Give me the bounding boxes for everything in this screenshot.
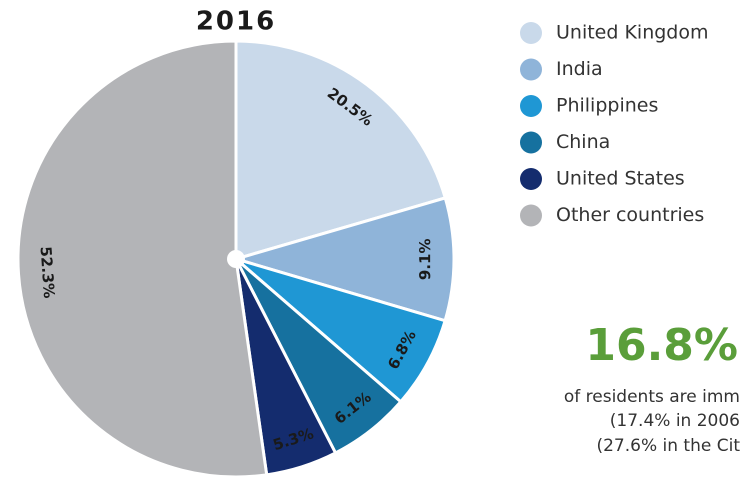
headline: 16.8% [585,320,738,371]
legend-label: United States [556,168,685,190]
legend-swatch [520,95,542,117]
pie-slice [234,39,448,262]
pie: 20.5%9.1%6.8%6.1%5.3%52.3% [16,39,456,478]
annotation: (27.6% in the Cit [596,436,740,456]
pie-slice [16,39,269,478]
legend-label: Philippines [556,95,658,117]
legend-swatch [520,131,542,154]
legend-swatch [520,204,542,227]
chart-title: 2016 [196,7,276,37]
value-label: 9.1% [416,238,434,280]
annotation: (17.4% in 2006 [610,411,740,431]
value-label: 52.3% [36,246,58,299]
legend-label: United Kingdom [556,22,709,44]
pie-slice [230,196,456,323]
legend-label: Other countries [556,204,704,226]
legend: United Kingdom India Philippines China Unite… [520,22,709,227]
legend-swatch [520,22,542,44]
legend-label: India [556,58,603,80]
center-dot [227,250,245,268]
legend-swatch [520,58,542,81]
legend-label: China [556,131,610,153]
legend-swatch [520,168,542,190]
annotation: of residents are imm [564,387,740,407]
